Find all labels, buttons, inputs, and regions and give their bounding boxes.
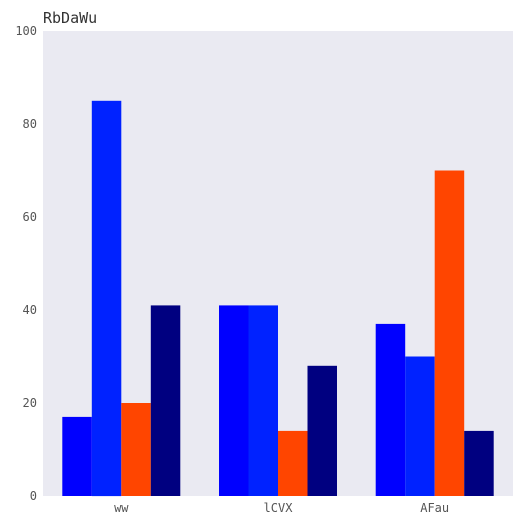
y-tick-label: 60 [23, 210, 37, 224]
y-tick-label: 40 [23, 303, 37, 317]
x-axis: ww lCVX AFau [114, 501, 449, 515]
bar [434, 170, 465, 496]
y-tick-label: 0 [30, 489, 37, 503]
y-tick-label: 80 [23, 117, 37, 131]
bar [62, 416, 92, 496]
chart-title: RbDaWu [43, 9, 97, 27]
y-tick-label: 20 [23, 396, 37, 410]
bar [405, 356, 435, 496]
bar [91, 100, 122, 497]
bar [150, 305, 181, 496]
bar [278, 430, 308, 496]
bar [464, 430, 494, 496]
bar [121, 403, 151, 496]
bar [307, 365, 337, 496]
x-tick-label: AFau [420, 501, 449, 515]
bar [375, 323, 406, 496]
x-tick-label: ww [114, 501, 129, 515]
y-tick-label: 100 [15, 24, 37, 38]
bar-series-group [62, 100, 494, 497]
bar [219, 305, 249, 496]
bar [248, 305, 278, 496]
y-axis: 0 20 40 60 80 100 [15, 24, 37, 503]
x-tick-label: lCVX [264, 501, 294, 515]
